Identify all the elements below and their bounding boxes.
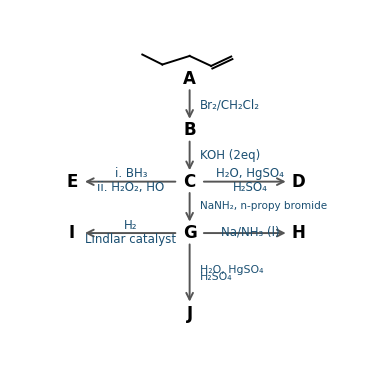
Text: H₂: H₂ [124, 219, 138, 232]
Text: KOH (2eq): KOH (2eq) [200, 150, 260, 162]
Text: J: J [186, 305, 193, 324]
Text: Br₂/CH₂Cl₂: Br₂/CH₂Cl₂ [200, 98, 260, 111]
Text: H₂SO₄: H₂SO₄ [232, 181, 267, 194]
Text: Na/NH₃ (l): Na/NH₃ (l) [221, 226, 279, 239]
Text: H₂O, HgSO₄: H₂O, HgSO₄ [216, 167, 284, 180]
Text: NaNH₂, n-propy bromide: NaNH₂, n-propy bromide [200, 201, 327, 211]
Text: H: H [292, 224, 306, 242]
Text: E: E [66, 173, 78, 191]
Text: G: G [183, 224, 196, 242]
Text: C: C [184, 173, 196, 191]
Text: ii. H₂O₂, HO: ii. H₂O₂, HO [97, 181, 165, 194]
Text: H₂SO₄: H₂SO₄ [200, 272, 232, 282]
Text: i. BH₃: i. BH₃ [115, 167, 147, 180]
Text: B: B [183, 121, 196, 139]
Text: H₂O, HgSO₄: H₂O, HgSO₄ [200, 265, 263, 275]
Text: Lindlar catalyst: Lindlar catalyst [85, 233, 176, 246]
Text: D: D [292, 173, 306, 191]
Text: I: I [69, 224, 75, 242]
Text: A: A [183, 70, 196, 88]
